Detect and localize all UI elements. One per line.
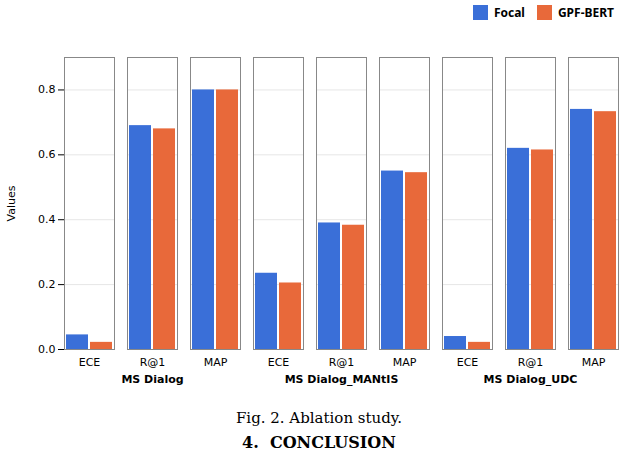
html-text:Fig. 2. Ablation study.: Fig. 2. Ablation study. <box>235 409 403 427</box>
html-text:Focal: Focal <box>493 4 525 21</box>
svg-text:ECE: ECE <box>79 356 101 369</box>
svg-text:0.2: 0.2 <box>38 278 56 291</box>
svg-text:MAP: MAP <box>582 356 606 369</box>
svg-text:MAP: MAP <box>393 356 417 369</box>
svg-text:Values: Values <box>5 185 18 221</box>
svg-text:ECE: ECE <box>457 356 479 369</box>
svg-text:MS Dialog_MANtIS: MS Dialog_MANtIS <box>285 373 399 386</box>
html-text:GPF-BERT: GPF-BERT <box>557 4 614 21</box>
svg-text:R@1: R@1 <box>329 356 355 369</box>
svg-text:0.6: 0.6 <box>38 148 56 161</box>
svg-text:R@1: R@1 <box>518 356 544 369</box>
svg-text:0.0: 0.0 <box>38 343 56 356</box>
svg-text:MAP: MAP <box>204 356 228 369</box>
svg-text:ECE: ECE <box>268 356 290 369</box>
svg-text:MS Dialog: MS Dialog <box>121 373 183 386</box>
svg-text:0.4: 0.4 <box>38 213 56 226</box>
svg-text:R@1: R@1 <box>140 356 166 369</box>
svg-text:0.8: 0.8 <box>38 83 56 96</box>
html-text:4. CONCLUSION: 4. CONCLUSION <box>242 433 396 452</box>
svg-text:MS Dialog_UDC: MS Dialog_UDC <box>484 373 578 386</box>
